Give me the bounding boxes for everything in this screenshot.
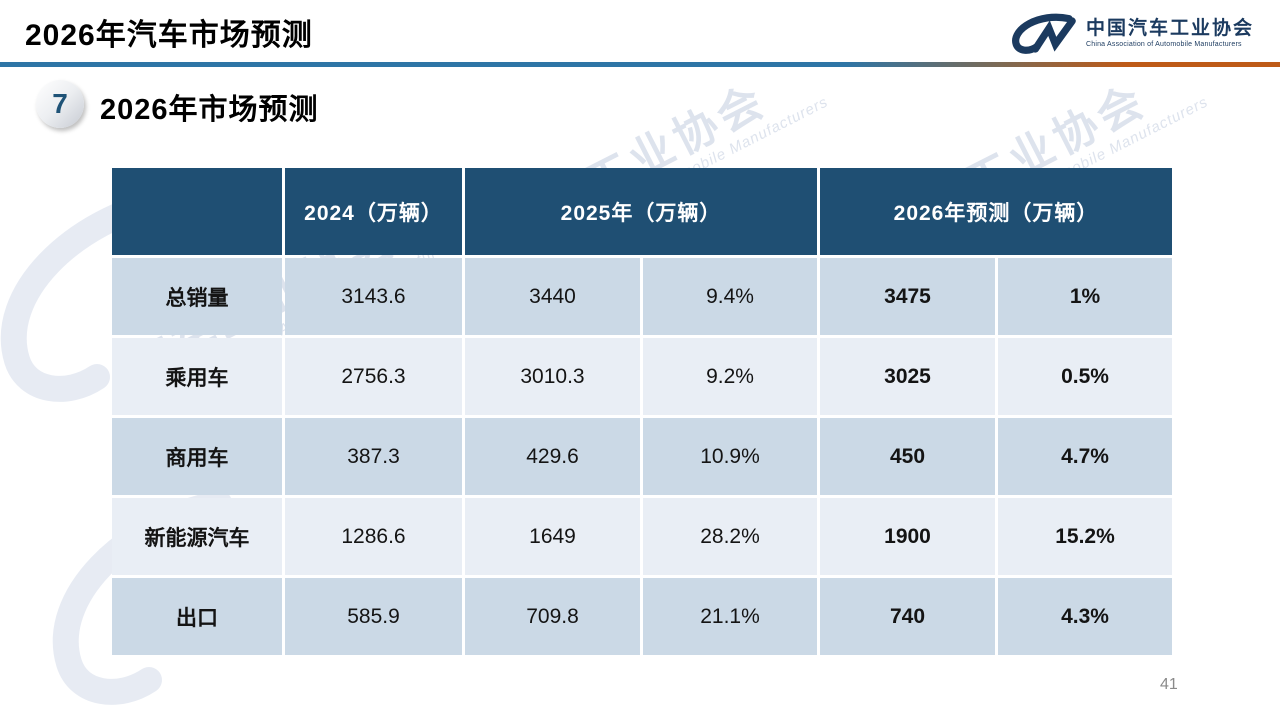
cell-2026-val: 3475 [820, 258, 995, 335]
cell-2025-pct: 9.4% [643, 258, 817, 335]
cell-2024: 1286.6 [285, 498, 462, 575]
cell-2025-pct: 28.2% [643, 498, 817, 575]
cell-2026-pct: 1% [998, 258, 1172, 335]
cm-logo-icon [1012, 13, 1076, 54]
cell-2024: 585.9 [285, 578, 462, 655]
section-number-badge: 7 [36, 80, 84, 128]
cell-2026-val: 1900 [820, 498, 995, 575]
cell-2026-val: 450 [820, 418, 995, 495]
table-header-2026: 2026年预测（万辆） [820, 168, 1172, 255]
cell-2025-val: 1649 [465, 498, 640, 575]
cell-2024: 3143.6 [285, 258, 462, 335]
cell-2026-pct: 4.7% [998, 418, 1172, 495]
forecast-table: 2024（万辆） 2025年（万辆） 2026年预测（万辆） 总销量 3143.… [112, 168, 1172, 655]
cell-2026-pct: 4.3% [998, 578, 1172, 655]
cell-2024: 2756.3 [285, 338, 462, 415]
cell-2024: 387.3 [285, 418, 462, 495]
divider-line [0, 62, 1280, 67]
table-header-2024: 2024（万辆） [285, 168, 462, 255]
row-label: 乘用车 [112, 338, 282, 415]
cell-2025-val: 3440 [465, 258, 640, 335]
table-header-blank [112, 168, 282, 255]
cell-2025-val: 3010.3 [465, 338, 640, 415]
org-name-en: China Association of Automobile Manufact… [1085, 40, 1242, 48]
row-label: 新能源汽车 [112, 498, 282, 575]
slide-title: 2026年汽车市场预测 [25, 19, 313, 52]
section-heading: 2026年市场预测 [100, 94, 319, 126]
row-label: 商用车 [112, 418, 282, 495]
page-number: 41 [1160, 676, 1178, 693]
org-logo-text: 中国汽车工业协会 China Association of Automobile… [1086, 18, 1254, 48]
table-header-2025: 2025年（万辆） [465, 168, 817, 255]
cell-2025-pct: 21.1% [643, 578, 817, 655]
cell-2025-val: 709.8 [465, 578, 640, 655]
cell-2026-val: 3025 [820, 338, 995, 415]
org-logo: 中国汽车工业协会 China Association of Automobile… [1005, 9, 1254, 57]
cell-2025-pct: 9.2% [643, 338, 817, 415]
cell-2026-pct: 15.2% [998, 498, 1172, 575]
cell-2026-pct: 0.5% [998, 338, 1172, 415]
row-label: 总销量 [112, 258, 282, 335]
org-name-cn: 中国汽车工业协会 [1085, 18, 1254, 40]
row-label: 出口 [112, 578, 282, 655]
cell-2025-val: 429.6 [465, 418, 640, 495]
cell-2026-val: 740 [820, 578, 995, 655]
cell-2025-pct: 10.9% [643, 418, 817, 495]
